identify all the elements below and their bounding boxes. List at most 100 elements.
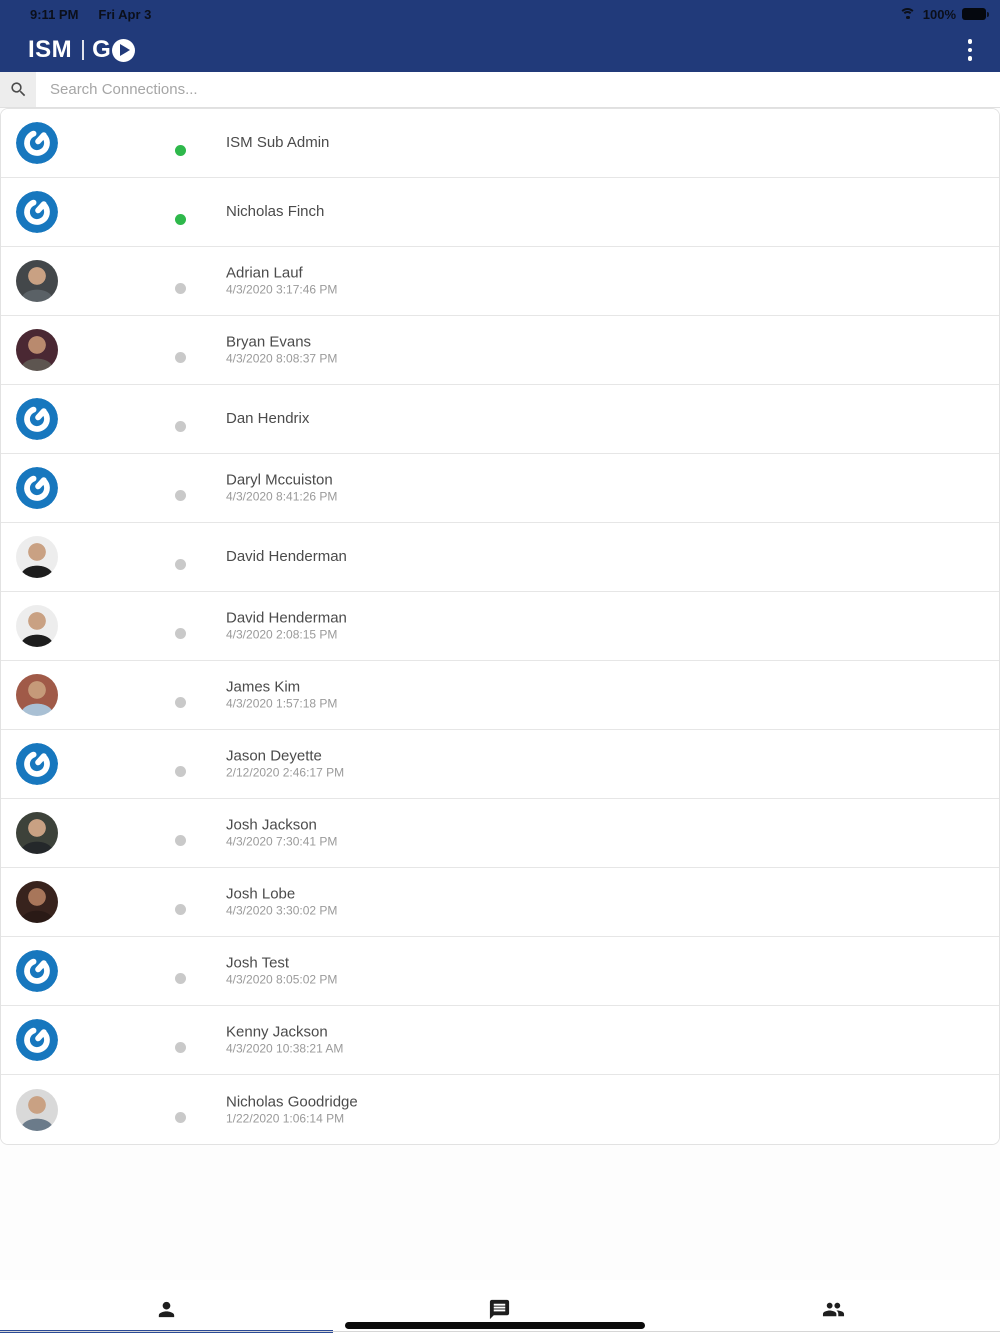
connection-row[interactable]: David Henderman 4/3/2020 2:08:15 PM — [1, 592, 999, 661]
app-logo: ISM G — [28, 36, 136, 64]
connection-text: Bryan Evans 4/3/2020 8:08:37 PM — [226, 334, 337, 367]
status-time: 9:11 PM — [30, 6, 79, 22]
status-dot — [175, 214, 186, 225]
connection-text: Daryl Mccuiston 4/3/2020 8:41:26 PM — [226, 472, 337, 505]
connection-text: Dan Hendrix — [226, 410, 309, 428]
status-dot — [175, 421, 186, 432]
search-icon — [0, 72, 36, 107]
connection-name: Josh Test — [226, 954, 290, 972]
avatar — [16, 743, 58, 785]
connection-name: James Kim — [226, 678, 301, 696]
connection-row[interactable]: Bryan Evans 4/3/2020 8:08:37 PM — [1, 316, 999, 385]
connection-row[interactable]: David Henderman — [1, 523, 999, 592]
status-dot — [175, 766, 186, 777]
ismgo-logo-avatar-icon — [16, 122, 58, 164]
connection-text: Josh Lobe 4/3/2020 3:30:02 PM — [226, 886, 337, 919]
tab-chats[interactable] — [333, 1280, 666, 1334]
connection-row[interactable]: Daryl Mccuiston 4/3/2020 8:41:26 PM — [1, 454, 999, 523]
connection-row[interactable]: James Kim 4/3/2020 1:57:18 PM — [1, 661, 999, 730]
connection-text: David Henderman 4/3/2020 2:08:15 PM — [226, 610, 347, 643]
status-dot — [175, 1042, 186, 1053]
overflow-menu-button[interactable] — [952, 32, 988, 68]
logo-ism-text: ISM — [28, 36, 73, 63]
connection-row[interactable]: Josh Lobe 4/3/2020 3:30:02 PM — [1, 868, 999, 937]
connection-row[interactable]: Josh Test 4/3/2020 8:05:02 PM — [1, 937, 999, 1006]
avatar — [16, 467, 58, 509]
connection-text: Adrian Lauf 4/3/2020 3:17:46 PM — [226, 265, 337, 298]
wifi-icon — [899, 8, 917, 22]
status-date: Fri Apr 3 — [98, 6, 152, 22]
connection-name: David Henderman — [226, 548, 347, 565]
avatar — [16, 329, 58, 371]
connection-row[interactable]: ISM Sub Admin — [1, 109, 999, 178]
connection-row[interactable]: Kenny Jackson 4/3/2020 10:38:21 AM — [1, 1006, 999, 1075]
connection-row[interactable]: Nicholas Goodridge 1/22/2020 1:06:14 PM — [1, 1075, 999, 1144]
logo-divider — [82, 40, 85, 60]
ismgo-logo-avatar-icon — [16, 1019, 58, 1061]
connection-row[interactable]: Dan Hendrix — [1, 385, 999, 454]
tab-contacts[interactable] — [0, 1280, 333, 1334]
status-dot — [175, 628, 186, 639]
status-dot — [175, 904, 186, 915]
connections-list: ISM Sub Admin Nicholas Finch Adrian Lauf… — [0, 108, 1000, 1145]
connection-timestamp: 4/3/2020 8:41:26 PM — [226, 489, 338, 504]
tab-groups[interactable] — [667, 1280, 1000, 1334]
connection-name: Bryan Evans — [226, 333, 312, 351]
connection-name: Dan Hendrix — [226, 410, 310, 427]
connection-row[interactable]: Jason Deyette 2/12/2020 2:46:17 PM — [1, 730, 999, 799]
avatar — [16, 398, 58, 440]
battery-percent: 100% — [922, 6, 956, 22]
connection-name: Nicholas Goodridge — [226, 1093, 358, 1110]
status-bar: 9:11 PM Fri Apr 3 100% — [0, 0, 1000, 28]
connection-text: David Henderman — [226, 548, 347, 566]
status-dot — [175, 835, 186, 846]
avatar — [16, 950, 58, 992]
avatar — [16, 812, 58, 854]
status-dot — [175, 490, 186, 501]
connection-timestamp: 4/3/2020 8:08:37 PM — [226, 351, 338, 366]
connection-timestamp: 4/3/2020 1:57:18 PM — [226, 696, 338, 711]
connection-text: ISM Sub Admin — [226, 134, 329, 152]
connection-timestamp: 4/3/2020 3:17:46 PM — [226, 282, 338, 297]
connection-name: David Henderman — [226, 609, 347, 627]
ismgo-logo-avatar-icon — [16, 191, 58, 233]
ismgo-logo-avatar-icon — [16, 950, 58, 992]
connection-name: ISM Sub Admin — [226, 134, 330, 151]
connection-row[interactable]: Josh Jackson 4/3/2020 7:30:41 PM — [1, 799, 999, 868]
connection-timestamp: 4/3/2020 7:30:41 PM — [226, 834, 338, 849]
connection-name: Josh Lobe — [226, 885, 296, 903]
connection-timestamp: 4/3/2020 3:30:02 PM — [226, 903, 338, 918]
connection-row[interactable]: Nicholas Finch — [1, 178, 999, 247]
avatar — [16, 122, 58, 164]
connection-text: Jason Deyette 2/12/2020 2:46:17 PM — [226, 748, 344, 781]
connection-name: Josh Jackson — [226, 816, 317, 834]
connection-name: Nicholas Finch — [226, 203, 325, 220]
status-dot — [175, 352, 186, 363]
connection-text: Josh Test 4/3/2020 8:05:02 PM — [226, 955, 337, 988]
search-input[interactable] — [36, 72, 1000, 107]
avatar — [16, 536, 58, 578]
connection-text: Josh Jackson 4/3/2020 7:30:41 PM — [226, 817, 337, 850]
connection-timestamp: 4/3/2020 2:08:15 PM — [226, 627, 338, 642]
connection-name: Adrian Lauf — [226, 264, 303, 282]
chat-icon — [490, 1299, 510, 1319]
status-dot — [175, 145, 186, 156]
connection-text: Nicholas Finch — [226, 203, 324, 221]
people-icon — [822, 1302, 844, 1316]
connection-text: Nicholas Goodridge 1/22/2020 1:06:14 PM — [226, 1093, 358, 1126]
connection-text: Kenny Jackson 4/3/2020 10:38:21 AM — [226, 1024, 343, 1057]
avatar — [16, 674, 58, 716]
avatar — [16, 1088, 58, 1131]
connection-row[interactable]: Adrian Lauf 4/3/2020 3:17:46 PM — [1, 247, 999, 316]
status-dot — [175, 697, 186, 708]
connection-text: James Kim 4/3/2020 1:57:18 PM — [226, 679, 337, 712]
tab-bar-baseline — [0, 1331, 1000, 1332]
status-dot — [175, 283, 186, 294]
avatar — [16, 260, 58, 302]
logo-g-text: G — [92, 36, 112, 63]
connection-name: Daryl Mccuiston — [226, 471, 333, 489]
search-bar — [0, 72, 1000, 108]
home-indicator[interactable] — [345, 1322, 645, 1329]
connection-timestamp: 4/3/2020 8:05:02 PM — [226, 972, 338, 987]
